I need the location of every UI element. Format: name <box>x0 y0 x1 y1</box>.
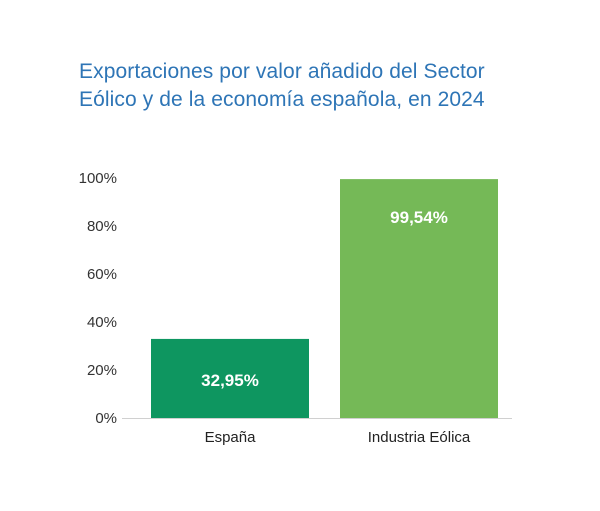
bar-industria-eolica <box>340 179 498 418</box>
y-tick-label: 100% <box>79 170 117 187</box>
y-tick-label: 40% <box>87 314 117 331</box>
y-axis: 0% 20% 40% 60% 80% 100% <box>79 170 117 427</box>
y-tick-label: 0% <box>95 410 117 427</box>
y-tick-label: 20% <box>87 362 117 379</box>
bar-espana <box>151 338 309 418</box>
data-label: 99,54% <box>390 208 448 227</box>
x-category-label: España <box>205 429 257 446</box>
bars: 32,95% 99,54% <box>151 179 498 418</box>
chart-title: Exportaciones por valor añadido del Sect… <box>79 58 549 114</box>
x-axis: España Industria Eólica <box>205 429 471 446</box>
chart-title-line-2: Eólico y de la economía española, en 202… <box>79 88 485 111</box>
chart-title-line-1: Exportaciones por valor añadido del Sect… <box>79 60 485 83</box>
data-label: 32,95% <box>201 371 259 390</box>
y-tick-label: 60% <box>87 266 117 283</box>
x-category-label: Industria Eólica <box>368 429 471 446</box>
y-tick-label: 80% <box>87 218 117 235</box>
